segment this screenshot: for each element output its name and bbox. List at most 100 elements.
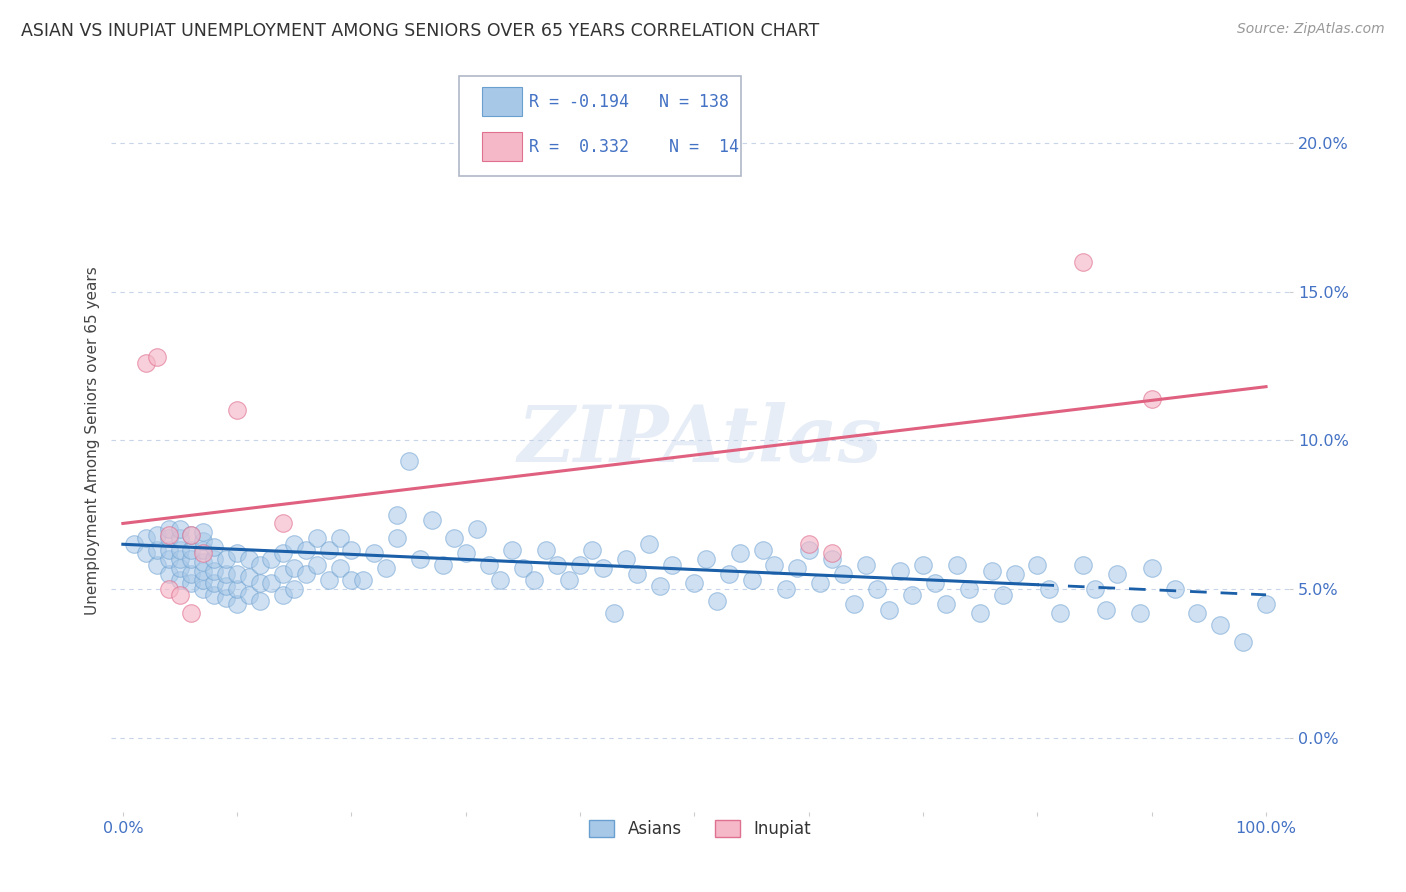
- Point: [249, 558, 271, 573]
- Point: [249, 576, 271, 591]
- Point: [157, 522, 180, 536]
- Point: [763, 558, 786, 573]
- Point: [135, 531, 157, 545]
- Point: [478, 558, 501, 573]
- Point: [387, 531, 409, 545]
- Point: [191, 564, 214, 578]
- Point: [728, 546, 751, 560]
- Point: [191, 573, 214, 587]
- Point: [202, 540, 225, 554]
- Text: R =  0.332    N =  14: R = 0.332 N = 14: [530, 137, 740, 155]
- Point: [661, 558, 683, 573]
- Point: [889, 564, 911, 578]
- Point: [797, 543, 820, 558]
- Point: [534, 543, 557, 558]
- Point: [271, 567, 294, 582]
- Point: [683, 576, 706, 591]
- Point: [409, 552, 432, 566]
- Point: [501, 543, 523, 558]
- Point: [808, 576, 831, 591]
- Point: [786, 561, 808, 575]
- Point: [169, 573, 191, 587]
- Point: [180, 606, 202, 620]
- Point: [191, 525, 214, 540]
- Point: [1232, 635, 1254, 649]
- Point: [717, 567, 740, 582]
- Point: [1163, 582, 1185, 596]
- Point: [202, 552, 225, 566]
- Point: [294, 567, 316, 582]
- Point: [260, 552, 283, 566]
- Point: [157, 552, 180, 566]
- Text: R = -0.194   N = 138: R = -0.194 N = 138: [530, 93, 730, 111]
- Point: [215, 567, 238, 582]
- Point: [741, 573, 763, 587]
- Point: [957, 582, 980, 596]
- Point: [820, 546, 842, 560]
- Point: [569, 558, 592, 573]
- Point: [363, 546, 385, 560]
- FancyBboxPatch shape: [458, 76, 741, 177]
- Point: [637, 537, 659, 551]
- Point: [202, 588, 225, 602]
- Point: [1026, 558, 1049, 573]
- Point: [169, 531, 191, 545]
- Text: ZIPAtlas: ZIPAtlas: [517, 402, 883, 478]
- Point: [980, 564, 1002, 578]
- Point: [135, 356, 157, 370]
- Point: [124, 537, 146, 551]
- Point: [226, 546, 249, 560]
- Point: [180, 567, 202, 582]
- Point: [329, 561, 352, 575]
- Point: [318, 573, 340, 587]
- Point: [844, 597, 866, 611]
- Point: [820, 552, 842, 566]
- Point: [546, 558, 568, 573]
- Point: [912, 558, 935, 573]
- Point: [226, 582, 249, 596]
- Point: [969, 606, 991, 620]
- Point: [329, 531, 352, 545]
- Point: [180, 528, 202, 542]
- Point: [775, 582, 797, 596]
- Point: [935, 597, 957, 611]
- Point: [443, 531, 465, 545]
- Point: [249, 594, 271, 608]
- Point: [271, 588, 294, 602]
- Point: [260, 576, 283, 591]
- Point: [387, 508, 409, 522]
- Point: [271, 516, 294, 531]
- Point: [352, 573, 374, 587]
- Point: [294, 543, 316, 558]
- Point: [340, 573, 363, 587]
- Point: [238, 570, 260, 584]
- Point: [946, 558, 969, 573]
- Point: [1071, 254, 1094, 268]
- Point: [1129, 606, 1152, 620]
- Point: [454, 546, 477, 560]
- Point: [191, 546, 214, 560]
- Point: [603, 606, 626, 620]
- Y-axis label: Unemployment Among Seniors over 65 years: Unemployment Among Seniors over 65 years: [86, 266, 100, 615]
- Point: [489, 573, 512, 587]
- Point: [877, 603, 900, 617]
- Point: [855, 558, 877, 573]
- Point: [465, 522, 488, 536]
- FancyBboxPatch shape: [482, 87, 523, 117]
- Point: [191, 555, 214, 569]
- Point: [307, 558, 329, 573]
- Point: [695, 552, 717, 566]
- Point: [146, 558, 169, 573]
- Point: [398, 454, 420, 468]
- Point: [1140, 392, 1163, 406]
- Point: [191, 534, 214, 549]
- Point: [180, 576, 202, 591]
- Point: [169, 543, 191, 558]
- Point: [157, 528, 180, 542]
- Point: [180, 552, 202, 566]
- Point: [866, 582, 889, 596]
- Point: [1049, 606, 1071, 620]
- FancyBboxPatch shape: [482, 132, 523, 161]
- Point: [307, 531, 329, 545]
- Point: [169, 561, 191, 575]
